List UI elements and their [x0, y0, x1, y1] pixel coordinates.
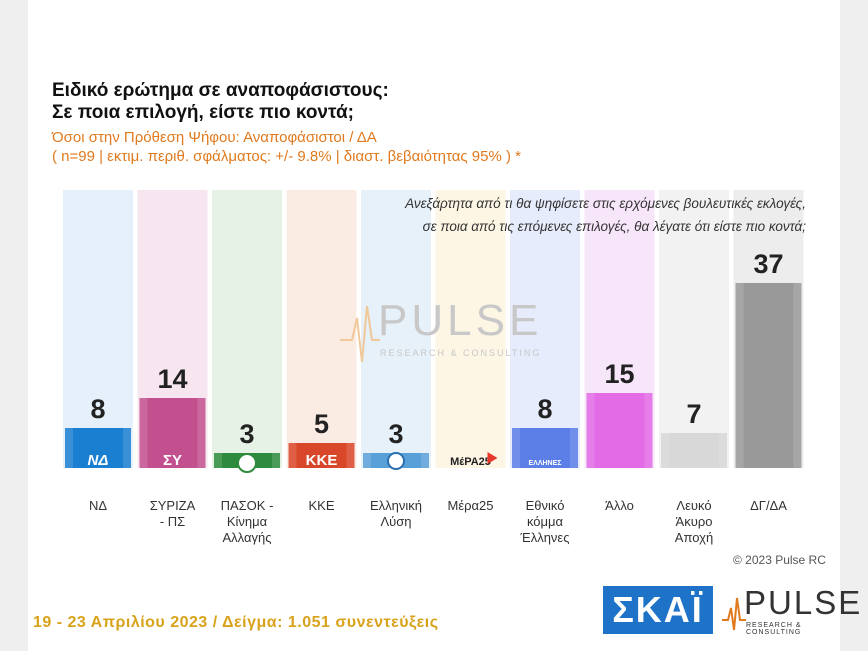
bar-core [296, 443, 347, 468]
party-logo: ΣΥ [163, 452, 182, 469]
category-label: Μέρα25 [448, 498, 494, 513]
data-label: 14 [157, 364, 187, 394]
bar-core [594, 393, 645, 468]
data-label: 37 [753, 249, 783, 279]
data-label: 5 [314, 409, 329, 439]
pulse-wave-icon [722, 597, 746, 631]
category-label-line: κόμμα [527, 514, 564, 529]
data-label: 8 [537, 394, 552, 424]
pulse-logo: PULSE RESEARCH & CONSULTING [722, 584, 860, 636]
column-background [659, 190, 729, 468]
column-background [361, 190, 431, 468]
fieldwork-info: 19 - 23 Απριλίου 2023 / Δείγμα: 1.051 συ… [33, 614, 439, 631]
mera25-arrow-icon [487, 452, 498, 464]
data-label: 15 [604, 359, 634, 389]
category-label-line: ΚΚΕ [308, 498, 334, 513]
skai-logo: ΣΚΑΪ [603, 586, 713, 634]
pasok-sun-icon [237, 453, 257, 473]
category-label-line: Έλληνες [520, 530, 570, 545]
chart-title: Ειδικό ερώτημα σε αναποφάσιστους: Σε ποι… [52, 80, 389, 124]
category-label-line: Αποχή [675, 530, 713, 545]
data-label: 7 [686, 399, 701, 429]
data-label: 8 [90, 394, 105, 424]
category-label-line: Μέρα25 [448, 498, 494, 513]
category-label-line: ΠΑΣΟΚ - [221, 498, 274, 513]
category-label-line: Εθνικό [526, 498, 565, 513]
subtitle-line-2: ( n=99 | εκτιμ. περιθ. σφάλματος: +/- 9.… [52, 148, 521, 165]
party-logo: ΕΛΛΗΝΕΣ [529, 460, 562, 467]
category-label: Εθνικό κόμμα Έλληνες [520, 498, 570, 545]
category-label-line: Κίνημα [227, 514, 268, 529]
column-background [510, 190, 580, 468]
mera25-logo: ΜέΡΑ25 [450, 456, 491, 468]
category-label: ΚΚΕ [308, 498, 334, 513]
elliniki-lysi-emblem-icon [387, 452, 405, 470]
category-label: Ελληνική Λύση [370, 498, 422, 529]
data-label: 3 [388, 419, 403, 449]
watermark-brand: PULSE [378, 296, 542, 345]
title-line-2: Σε ποια επιλογή, είστε πιο κοντά; [52, 102, 354, 123]
title-line-1: Ειδικό ερώτημα σε αναποφάσιστους: [52, 80, 389, 101]
category-label-line: Άκυρο [676, 514, 713, 529]
category-label-line: ΣΥΡΙΖΑ [150, 498, 196, 513]
column-background [286, 190, 357, 468]
bar-core [73, 428, 123, 468]
column-background [435, 190, 506, 468]
party-logo: ΚΚΕ [306, 452, 338, 469]
chart-subtitle: Όσοι στην Πρόθεση Ψήφου: Αναποφάσιστοι /… [52, 128, 521, 166]
watermark-wave-icon [340, 305, 380, 363]
category-label: ΔΓ/ΔΑ [750, 498, 787, 513]
pulse-logo-word: PULSE [744, 584, 863, 621]
category-label-line: Ελληνική [370, 498, 422, 513]
question-line-2: σε ποια από τις επόμενες επιλογές, θα λέ… [422, 219, 806, 234]
category-label: ΠΑΣΟΚ -Κίνημα Αλλαγής [221, 498, 274, 545]
copyright: © 2023 Pulse RC [733, 553, 826, 567]
subtitle-line-1: Όσοι στην Πρόθεση Ψήφου: Αναποφάσιστοι /… [52, 129, 377, 146]
pulse-logo-tagline: RESEARCH & CONSULTING [746, 622, 802, 636]
pulse-watermark: PULSE RESEARCH & CONSULTING [340, 296, 542, 363]
category-label: ΣΥΡΙΖΑ - ΠΣ [150, 498, 196, 529]
category-label-line: ΔΓ/ΔΑ [750, 498, 787, 513]
party-logo: ΝΔ [88, 452, 109, 469]
watermark-tagline: RESEARCH & CONSULTING [380, 348, 541, 358]
category-label: Λευκό Άκυρο Αποχή [675, 498, 713, 545]
category-label-line: ΝΔ [89, 498, 107, 513]
bar-core [520, 428, 570, 468]
column-background [63, 190, 133, 468]
category-label-line: Λευκό [676, 498, 711, 513]
column-background [212, 190, 282, 468]
category-label-line: Λύση [380, 514, 411, 529]
category-label: Άλλο [605, 498, 634, 513]
bar-core [669, 433, 719, 468]
category-label-line: Άλλο [605, 498, 634, 513]
data-label: 3 [239, 419, 254, 449]
question-line-1: Ανεξάρτητα από τι θα ψηφίσετε στις ερχόμ… [405, 196, 806, 211]
category-label-line: Αλλαγής [223, 530, 272, 545]
category-label-line: - ΠΣ [160, 514, 185, 529]
bar-core [147, 398, 198, 468]
bar-core [743, 283, 794, 468]
question-text: Ανεξάρτητα από τι θα ψηφίσετε στις ερχόμ… [405, 192, 806, 238]
category-label: ΝΔ [89, 498, 107, 513]
